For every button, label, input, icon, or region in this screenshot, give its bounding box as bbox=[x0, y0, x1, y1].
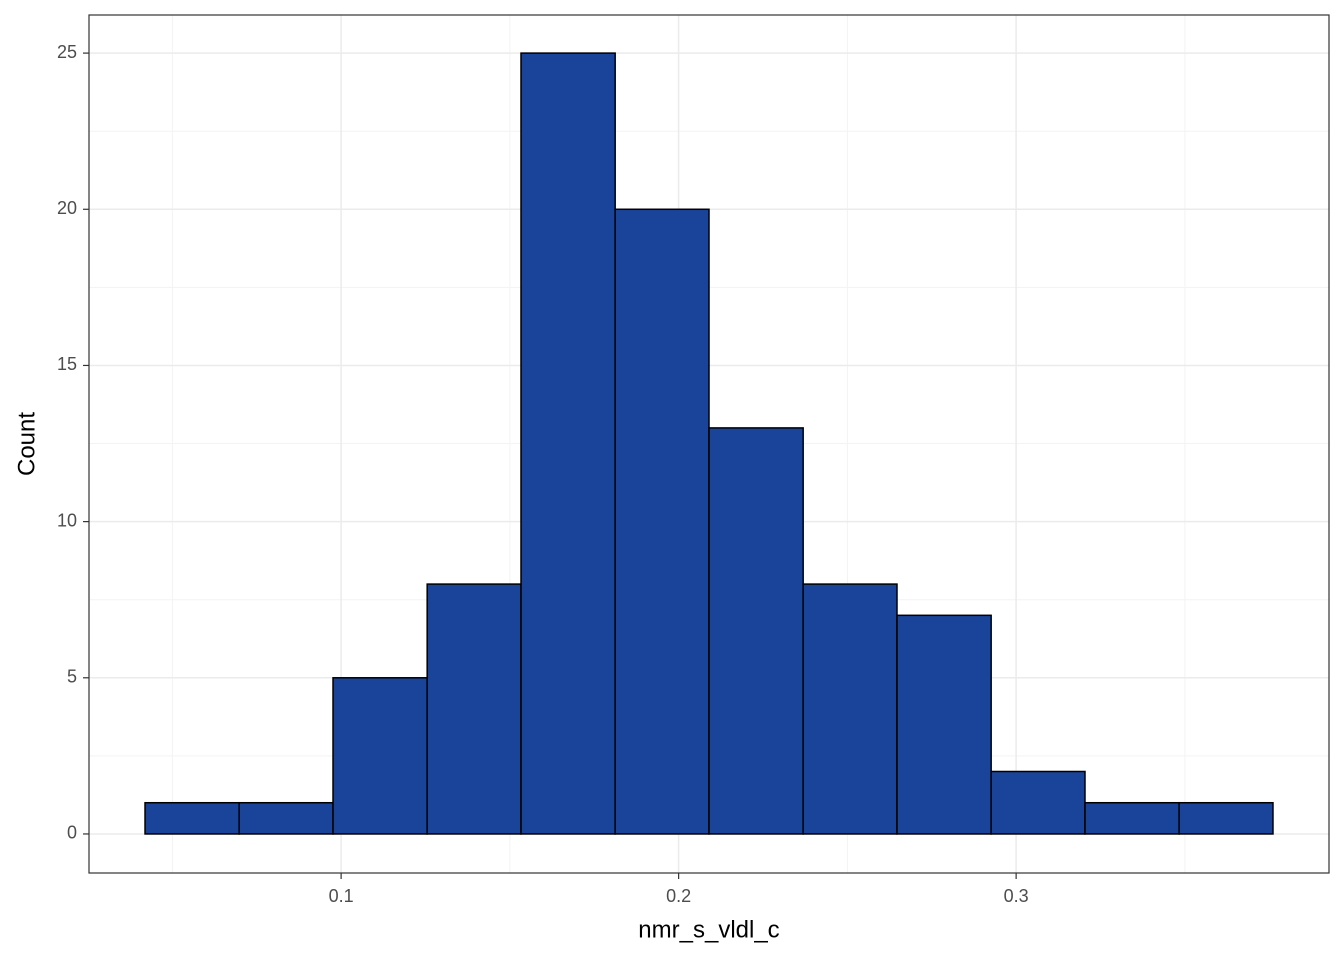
x-tick-label: 0.1 bbox=[329, 886, 354, 906]
bar bbox=[426, 583, 522, 835]
panel-border bbox=[88, 14, 1330, 874]
x-axis-label: nmr_s_vldl_c bbox=[638, 916, 779, 943]
bar bbox=[614, 208, 710, 835]
y-tick-label: 5 bbox=[67, 667, 77, 687]
y-tick-label: 25 bbox=[57, 42, 77, 62]
y-tick-label: 20 bbox=[57, 198, 77, 218]
bar bbox=[238, 801, 334, 835]
bar bbox=[520, 52, 616, 835]
bar bbox=[802, 583, 898, 835]
y-tick-label: 10 bbox=[57, 510, 77, 530]
bar bbox=[708, 427, 804, 835]
y-axis-label: Count bbox=[13, 412, 40, 476]
y-tick-label: 0 bbox=[67, 823, 77, 843]
bar bbox=[1178, 801, 1274, 835]
x-tick-label: 0.2 bbox=[666, 886, 691, 906]
bar bbox=[332, 677, 428, 835]
bar bbox=[1084, 801, 1180, 835]
bar bbox=[990, 770, 1086, 835]
bar bbox=[144, 801, 240, 835]
y-tick-label: 15 bbox=[57, 354, 77, 374]
x-tick-label: 0.3 bbox=[1004, 886, 1029, 906]
bar bbox=[896, 614, 992, 835]
